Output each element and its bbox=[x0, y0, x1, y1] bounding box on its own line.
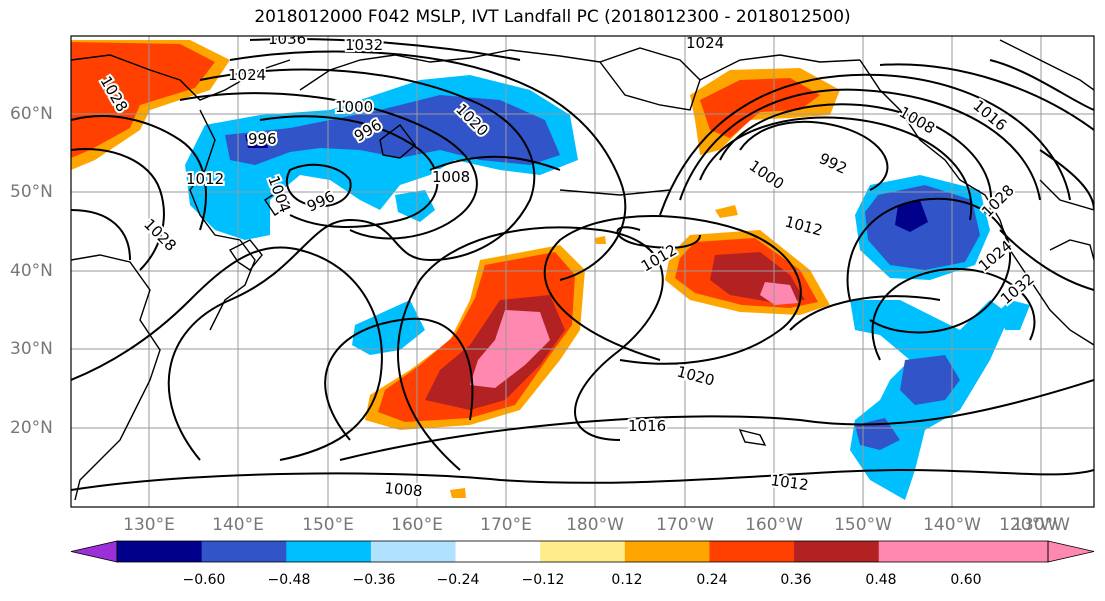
colorbar bbox=[70, 540, 1095, 563]
isobar-label: 1008 bbox=[384, 479, 424, 500]
isobar-label: 1024 bbox=[686, 34, 724, 52]
colorbar-bin bbox=[624, 541, 710, 562]
lon-label: 170°E bbox=[480, 515, 532, 535]
lon-label: 150°E bbox=[302, 515, 354, 535]
lon-label: 140°E bbox=[212, 515, 264, 535]
colorbar-bin bbox=[963, 541, 1049, 562]
lon-label: 150°W bbox=[834, 515, 892, 535]
colorbar-tick-label: 0.24 bbox=[696, 572, 728, 588]
colorbar-bin bbox=[201, 541, 287, 562]
colorbar-bin bbox=[286, 541, 372, 562]
lon-label: 120°W bbox=[999, 515, 1057, 535]
colorbar-max-arrow bbox=[1047, 540, 1095, 563]
isobar-label: 1024 bbox=[228, 66, 266, 84]
lon-label: 130°W bbox=[1012, 515, 1070, 535]
lon-label: 160°W bbox=[745, 515, 803, 535]
colorbar-bin bbox=[878, 541, 964, 562]
lat-label: 30°N bbox=[10, 339, 53, 359]
isobar-label: 1032 bbox=[345, 36, 383, 54]
colorbar-frame bbox=[116, 540, 1049, 563]
colorbar-bin bbox=[794, 541, 880, 562]
isobar-label: 1000 bbox=[335, 98, 373, 116]
coastlines bbox=[71, 39, 1094, 501]
mslp-isobars bbox=[71, 38, 1094, 491]
colorbar-tick-label: −0.36 bbox=[352, 572, 396, 588]
isobar-label: 1036 bbox=[268, 30, 306, 48]
lat-label: 60°N bbox=[10, 104, 53, 124]
colorbar-tick-label: −0.48 bbox=[267, 572, 311, 588]
lon-label: 130°E bbox=[123, 515, 175, 535]
isobar-label: 996 bbox=[248, 130, 277, 148]
colorbar-tick-label: 0.60 bbox=[950, 572, 982, 588]
isobar-label: 1012 bbox=[186, 170, 224, 188]
lon-label: 160°E bbox=[391, 515, 443, 535]
colorbar-bin bbox=[709, 541, 795, 562]
lon-label: 140°W bbox=[923, 515, 981, 535]
colorbar-bin bbox=[455, 541, 541, 562]
isobar-label: 1008 bbox=[432, 168, 470, 186]
map-frame bbox=[70, 35, 1095, 508]
colorbar-bin bbox=[370, 541, 457, 562]
colorbar-tick-label: 0.12 bbox=[611, 572, 643, 588]
lon-label: 180°W bbox=[566, 515, 624, 535]
isobar-label: 1016 bbox=[628, 417, 666, 435]
lat-label: 50°N bbox=[10, 182, 53, 202]
lon-label: 170°W bbox=[656, 515, 714, 535]
lat-label: 20°N bbox=[10, 418, 53, 438]
colorbar-tick-label: 0.36 bbox=[780, 572, 812, 588]
map-title: 2018012000 F042 MSLP, IVT Landfall PC (2… bbox=[254, 7, 851, 27]
colorbar-tick-label: −0.12 bbox=[521, 572, 565, 588]
colorbar-min-arrow bbox=[70, 540, 118, 563]
colorbar-bin bbox=[540, 541, 626, 562]
lat-label: 40°N bbox=[10, 261, 53, 281]
colorbar-tick-label: 0.48 bbox=[865, 572, 897, 588]
colorbar-tick-label: −0.60 bbox=[182, 572, 226, 588]
colorbar-bin bbox=[117, 541, 203, 562]
colorbar-tick-label: −0.24 bbox=[436, 572, 480, 588]
